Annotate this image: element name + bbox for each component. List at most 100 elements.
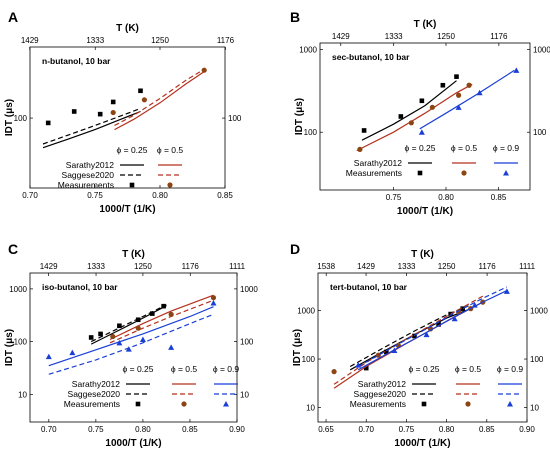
series-line bbox=[90, 305, 167, 345]
legend-row-label: Sarathy2012 bbox=[354, 158, 402, 168]
data-point bbox=[513, 67, 520, 73]
top-tick-label: 1250 bbox=[437, 32, 455, 41]
right-tick-label: 100 bbox=[530, 355, 544, 364]
legend-marker bbox=[181, 401, 187, 407]
data-point bbox=[476, 89, 483, 96]
data-point bbox=[357, 146, 363, 152]
data-point bbox=[419, 98, 425, 104]
series-line bbox=[48, 306, 214, 367]
data-point bbox=[110, 109, 116, 116]
y-tick-label: 1000 bbox=[297, 307, 315, 316]
top-tick-label: 1250 bbox=[438, 262, 456, 271]
series-line bbox=[42, 110, 141, 149]
legend-phi-header: ϕ = 0.25 bbox=[405, 143, 436, 153]
x-tick-label: 0.80 bbox=[135, 425, 151, 434]
y-axis-title: IDT (μs) bbox=[4, 99, 15, 136]
data-point bbox=[150, 311, 155, 316]
data-point bbox=[398, 114, 404, 119]
fuel-annotation: iso-butanol, 10 bar bbox=[42, 282, 118, 292]
series-line bbox=[349, 304, 471, 368]
legend-marker bbox=[417, 170, 423, 176]
x-axis-title: 1000/T (1/K) bbox=[105, 438, 161, 449]
panel-label: A bbox=[8, 9, 18, 25]
data-point bbox=[471, 302, 478, 308]
series-line bbox=[419, 69, 515, 130]
data-point bbox=[210, 300, 217, 306]
legend-phi-header: ϕ = 0.25 bbox=[409, 364, 440, 374]
top-tick-label: 1111 bbox=[229, 262, 246, 271]
plot-frame bbox=[29, 46, 226, 189]
data-point bbox=[460, 306, 465, 311]
panel-a: A 0.70 0.75 0.80 0.85 1429 1333 1250 1176 100 100 1… bbox=[4, 9, 242, 215]
x-tick-label: 0.75 bbox=[399, 425, 415, 434]
top-tick-label: 1250 bbox=[134, 262, 152, 271]
legend-marker bbox=[223, 401, 229, 407]
top-axis-title: T (K) bbox=[414, 19, 437, 30]
right-tick-label: 100 bbox=[533, 128, 547, 137]
x-tick-label: 0.85 bbox=[182, 425, 198, 434]
y-tick-label: 100 bbox=[302, 355, 316, 364]
data-point bbox=[110, 333, 116, 340]
top-tick-label: 1429 bbox=[357, 262, 375, 271]
data-point bbox=[135, 325, 141, 331]
data-point bbox=[418, 129, 425, 135]
data-point bbox=[110, 99, 116, 105]
top-axis-title: T (K) bbox=[411, 249, 434, 260]
series-line bbox=[48, 313, 214, 375]
right-tick-label: 1000 bbox=[240, 285, 258, 294]
data-point bbox=[384, 349, 389, 355]
right-tick-label: 10 bbox=[530, 403, 539, 412]
top-tick-label: 1333 bbox=[87, 262, 105, 271]
x-tick-label: 0.75 bbox=[386, 193, 402, 202]
panel-label: D bbox=[290, 241, 300, 257]
data-point bbox=[454, 74, 459, 79]
data-point bbox=[141, 97, 147, 103]
top-tick-label: 1176 bbox=[217, 36, 235, 45]
data-point bbox=[97, 111, 103, 117]
right-tick-label: 10 bbox=[240, 390, 249, 399]
legend-phi-header: ϕ = 0.9 bbox=[213, 364, 240, 374]
x-tick-label: 0.90 bbox=[519, 425, 535, 434]
plot-frame bbox=[317, 272, 528, 423]
panel-b: B 0.75 0.80 0.85 1429 1333 1250 1176 100 1000 100 1… bbox=[290, 9, 550, 217]
legend-row-label: Measurements bbox=[346, 168, 402, 178]
data-point bbox=[138, 88, 143, 94]
legend-phi-header: ϕ = 0.5 bbox=[157, 145, 184, 155]
series-line bbox=[333, 301, 484, 389]
fuel-annotation: tert-butanol, 10 bar bbox=[330, 282, 408, 292]
top-tick-label: 1176 bbox=[490, 32, 508, 41]
legend-phi-header: ϕ = 0.9 bbox=[497, 364, 524, 374]
series-line bbox=[109, 294, 214, 341]
data-point bbox=[408, 120, 414, 126]
data-point bbox=[161, 303, 166, 309]
series-line bbox=[42, 107, 141, 145]
legend-marker bbox=[129, 182, 135, 188]
data-point bbox=[135, 317, 141, 323]
top-tick-label: 1176 bbox=[182, 262, 200, 271]
legend-phi-header: ϕ = 0.9 bbox=[493, 143, 520, 153]
legend-row-label: Sarathy2012 bbox=[66, 160, 114, 170]
legend-row-label: Measurements bbox=[58, 180, 114, 190]
legend-phi-header: ϕ = 0.5 bbox=[171, 364, 198, 374]
data-point bbox=[423, 331, 430, 338]
data-point bbox=[355, 362, 362, 368]
plot-frame bbox=[319, 42, 531, 191]
series-line bbox=[114, 67, 206, 127]
x-tick-label: 0.75 bbox=[87, 191, 103, 200]
legend-row-label: Measurements bbox=[350, 399, 406, 409]
y-tick-label: 1000 bbox=[299, 46, 317, 55]
data-point bbox=[440, 82, 446, 88]
legend-phi-header: ϕ = 0.5 bbox=[455, 364, 482, 374]
panel-c: C 0.70 0.75 0.80 0.85 0.90 1429 1333 1250 1176 111… bbox=[4, 241, 258, 449]
legend-phi-header: ϕ = 0.5 bbox=[451, 143, 478, 153]
data-point bbox=[451, 315, 458, 322]
data-point bbox=[429, 104, 435, 110]
data-point bbox=[125, 346, 132, 352]
data-point bbox=[455, 104, 462, 110]
data-point bbox=[71, 109, 77, 114]
legend-marker bbox=[167, 182, 173, 188]
x-tick-label: 0.85 bbox=[217, 191, 233, 200]
legend-marker bbox=[421, 401, 427, 407]
legend-row-label: Sarathy2012 bbox=[358, 379, 406, 389]
